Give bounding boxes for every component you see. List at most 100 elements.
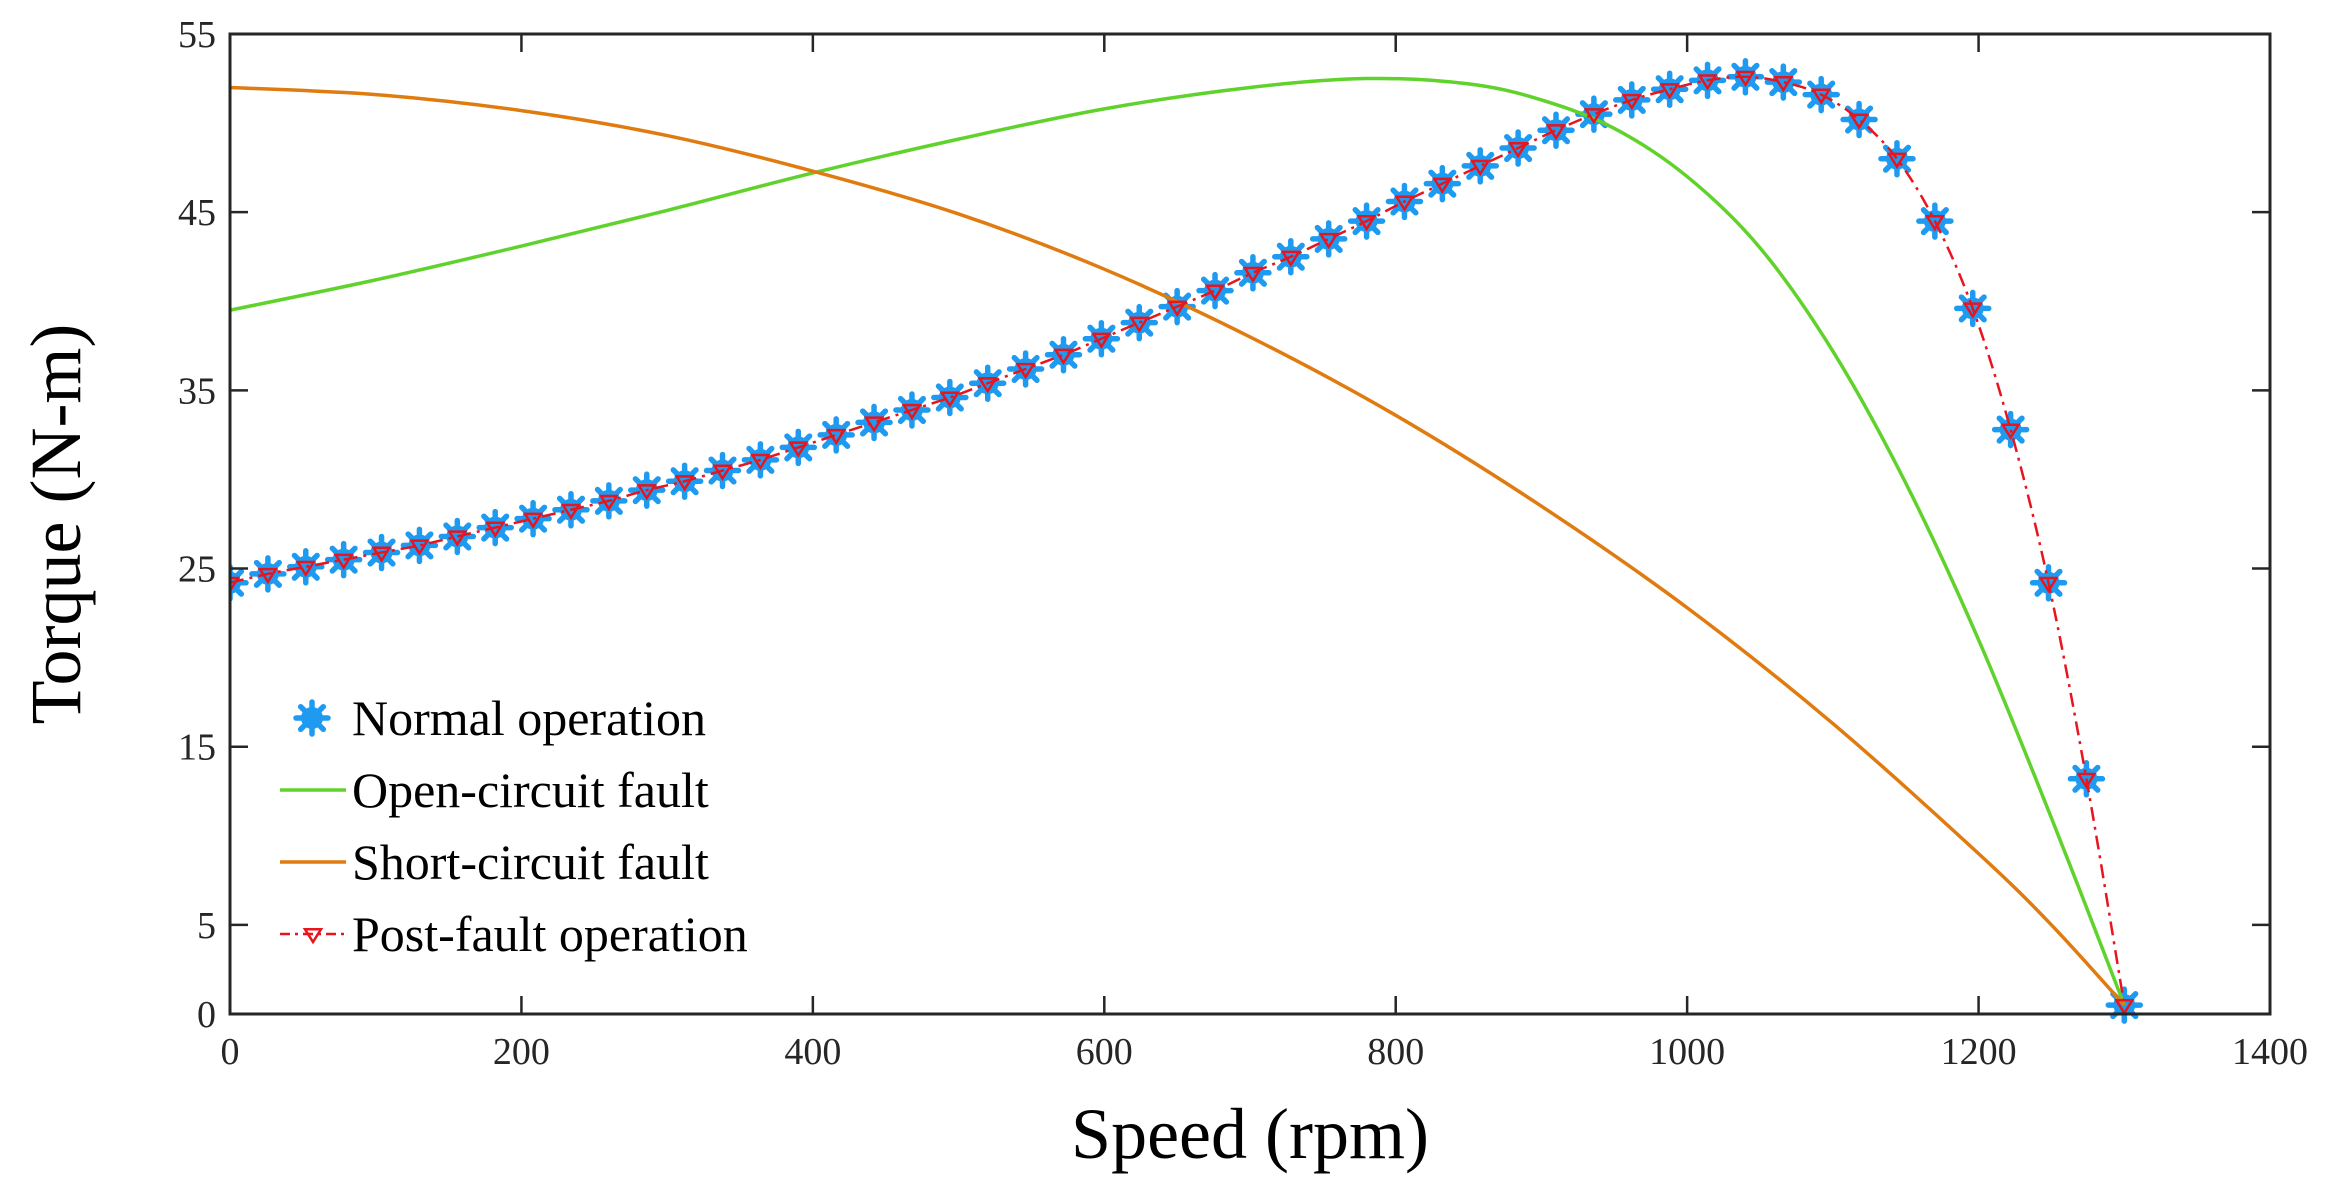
y-axis-label: Torque (N-m) <box>16 324 96 725</box>
series-layer <box>230 58 2144 1024</box>
x-tick-label-1400: 1400 <box>2232 1031 2308 1073</box>
legend-swatch-0-ray-7 <box>309 703 327 721</box>
post-fault-point-40 <box>1735 70 1756 88</box>
legend-item-2: Short-circuit fault <box>280 834 709 890</box>
post-fault-point-35 <box>1545 124 1567 141</box>
post-fault-point-47 <box>2000 423 2021 440</box>
y-tick-label-35: 35 <box>178 370 216 412</box>
post-fault-point-31 <box>1394 195 1415 212</box>
normal-point-44 <box>1878 139 1916 178</box>
post-fault-point-17 <box>863 416 885 433</box>
post-fault-point-5 <box>409 539 430 556</box>
normal-point-29 <box>1309 220 1348 258</box>
legend-item-3: Post-fault operation <box>280 906 748 962</box>
ticks-layer: 0 200 400 600 800 1000 1200 1400 0 5 15 25 35 45 55 <box>178 14 2308 1073</box>
post-fault-point-34 <box>1507 141 1529 159</box>
normal-point-26 <box>1196 271 1234 310</box>
post-fault-point-29 <box>1318 232 1339 250</box>
y-tick-label-55: 55 <box>178 14 216 56</box>
post-fault-point-8 <box>522 512 544 530</box>
y-tick-label-45: 45 <box>178 192 216 234</box>
post-fault-point-49 <box>2076 772 2097 790</box>
post-fault-point-25 <box>1166 300 1188 317</box>
post-fault-point-44 <box>1886 152 1908 170</box>
normal-point-17 <box>855 403 893 442</box>
x-tick-label-1200: 1200 <box>1941 1031 2017 1073</box>
post-fault-point-50 <box>2114 999 2135 1016</box>
post-fault-point-43 <box>1848 113 1870 130</box>
normal-point-33 <box>1461 147 1499 185</box>
normal-point-8 <box>514 499 552 538</box>
post-fault-point-18 <box>901 403 923 421</box>
legend-label-3: Post-fault operation <box>352 906 748 962</box>
post-fault-point-3 <box>333 553 354 570</box>
post-fault-point-39 <box>1697 74 1718 91</box>
post-fault-point-37 <box>1621 93 1643 111</box>
post-fault-point-41 <box>1773 76 1794 93</box>
post-fault-point-6 <box>447 530 468 547</box>
post-fault-point-1 <box>257 567 279 585</box>
x-tick-label-1000: 1000 <box>1649 1031 1725 1073</box>
post-fault-point-42 <box>1810 88 1832 105</box>
legend-item-1: Open-circuit fault <box>280 762 709 818</box>
post-fault-point-11 <box>636 484 657 501</box>
legend: Normal operation Open-circuit fault Short-… <box>280 690 748 962</box>
x-tick-label-0: 0 <box>221 1031 240 1073</box>
post-fault-point-21 <box>1015 362 1036 380</box>
post-fault-point-9 <box>560 503 582 521</box>
post-fault-point-13 <box>712 464 733 481</box>
post-fault-point-48 <box>2038 576 2059 594</box>
x-tick-label-400: 400 <box>784 1031 841 1073</box>
post-fault-point-38 <box>1659 83 1680 100</box>
x-tick-label-800: 800 <box>1367 1031 1424 1073</box>
post-fault-point-0 <box>230 576 241 594</box>
post-fault-point-27 <box>1242 266 1264 284</box>
normal-point-5 <box>400 526 439 565</box>
y-tick-label-15: 15 <box>178 727 216 769</box>
y-tick-label-25: 25 <box>178 549 216 591</box>
normal-point-16 <box>817 416 855 454</box>
post-fault-point-16 <box>825 428 847 446</box>
x-tick-label-600: 600 <box>1076 1031 1133 1073</box>
post-fault-point-12 <box>674 475 695 492</box>
post-fault-point-26 <box>1204 284 1226 301</box>
y-tick-label-5: 5 <box>197 905 216 947</box>
y-tick-label-0: 0 <box>197 994 216 1036</box>
series-post-fault-operation <box>230 70 2135 1016</box>
legend-label-2: Short-circuit fault <box>352 834 709 890</box>
post-fault-point-19 <box>939 391 961 408</box>
normal-point-27 <box>1234 254 1272 292</box>
normal-point-19 <box>931 378 969 417</box>
legend-label-1: Open-circuit fault <box>352 762 709 818</box>
series-short-circuit-fault-line <box>230 85 2126 1007</box>
series-open-circuit-fault-line <box>230 76 2126 1006</box>
post-fault-point-46 <box>1962 302 1983 319</box>
post-fault-point-4 <box>371 546 392 563</box>
normal-point-41 <box>1764 63 1803 101</box>
post-fault-point-15 <box>788 441 809 458</box>
post-fault-point-28 <box>1280 250 1302 268</box>
post-fault-point-32 <box>1432 177 1453 195</box>
normal-point-24 <box>1120 303 1159 342</box>
plot-frame <box>228 32 2272 1016</box>
normal-point-47 <box>1991 410 2030 449</box>
post-fault-point-22 <box>1053 348 1074 366</box>
normal-point-2 <box>287 548 325 586</box>
normal-point-22 <box>1044 335 1083 374</box>
post-fault-point-7 <box>484 521 506 538</box>
post-fault-point-36 <box>1583 108 1605 125</box>
post-fault-point-30 <box>1356 215 1377 232</box>
legend-swatch-0 <box>293 699 331 737</box>
legend-swatch-marker-3 <box>302 927 324 945</box>
post-fault-point-10 <box>598 494 620 512</box>
post-fault-point-33 <box>1469 159 1491 177</box>
legend-label-0: Normal operation <box>352 690 706 746</box>
post-fault-point-2 <box>295 560 317 578</box>
post-fault-point-45 <box>1924 215 1946 232</box>
normal-point-35 <box>1537 111 1575 149</box>
x-tick-label-200: 200 <box>493 1031 550 1073</box>
post-fault-point-20 <box>977 377 998 394</box>
post-fault-point-24 <box>1129 316 1150 334</box>
